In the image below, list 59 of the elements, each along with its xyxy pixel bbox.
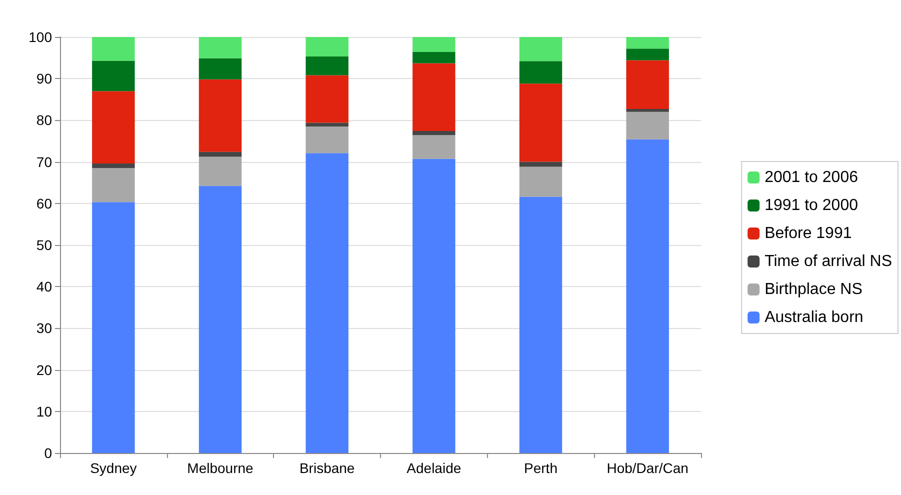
y-tick-label: 100 <box>28 29 52 45</box>
x-tick-label: Sydney <box>90 460 137 476</box>
bar <box>412 135 456 159</box>
bar <box>92 202 135 453</box>
bar <box>519 37 562 62</box>
bar <box>519 61 562 84</box>
bar <box>412 37 456 52</box>
bar <box>198 156 242 186</box>
bar <box>306 126 348 154</box>
bar <box>198 37 242 58</box>
bar <box>626 108 669 112</box>
bar <box>92 168 135 202</box>
bar <box>626 48 669 60</box>
bar <box>412 52 456 64</box>
y-tick-label: 70 <box>36 154 52 170</box>
x-tick-label: Melbourne <box>187 460 254 476</box>
y-tick-label: 60 <box>36 195 52 212</box>
bar <box>626 112 669 140</box>
y-tick-label: 10 <box>36 403 52 420</box>
bar <box>626 139 669 453</box>
y-tick-label: 80 <box>36 112 52 128</box>
bar <box>92 37 135 61</box>
bar <box>626 60 669 109</box>
legend-label: Australia born <box>764 309 864 326</box>
bar <box>412 131 456 136</box>
bar <box>306 56 348 76</box>
bar <box>306 37 348 57</box>
bar <box>626 37 669 49</box>
x-tick-label: Adelaide <box>406 460 462 476</box>
bar <box>519 84 562 162</box>
legend-label: Time of arrival NS <box>764 253 892 270</box>
x-tick-label: Hob/Dar/Can <box>606 460 688 476</box>
bar <box>306 122 348 126</box>
legend-label: 2001 to 2006 <box>764 169 858 186</box>
x-tick-label: Perth <box>524 460 558 476</box>
legend-label: Birthplace NS <box>764 281 862 298</box>
bar <box>92 163 135 168</box>
bar <box>198 186 242 453</box>
y-tick-label: 30 <box>36 320 52 336</box>
bar <box>92 60 135 92</box>
y-tick-label: 90 <box>36 70 52 87</box>
x-tick-label: Brisbane <box>299 460 355 476</box>
bar <box>92 91 135 164</box>
bar <box>306 153 348 453</box>
y-tick-label: 0 <box>44 445 52 461</box>
bar <box>306 75 348 123</box>
y-tick-label: 20 <box>36 362 52 378</box>
bar <box>412 158 456 453</box>
y-tick-label: 50 <box>36 237 52 253</box>
y-tick-label: 40 <box>36 278 52 295</box>
bar <box>519 196 562 453</box>
bar <box>198 79 242 152</box>
bar <box>519 166 562 197</box>
bar <box>198 152 242 157</box>
bar <box>412 63 456 132</box>
legend-label: 1991 to 2000 <box>764 197 858 214</box>
bar <box>198 58 242 80</box>
legend-label: Before 1991 <box>764 225 852 242</box>
bar <box>519 162 562 167</box>
